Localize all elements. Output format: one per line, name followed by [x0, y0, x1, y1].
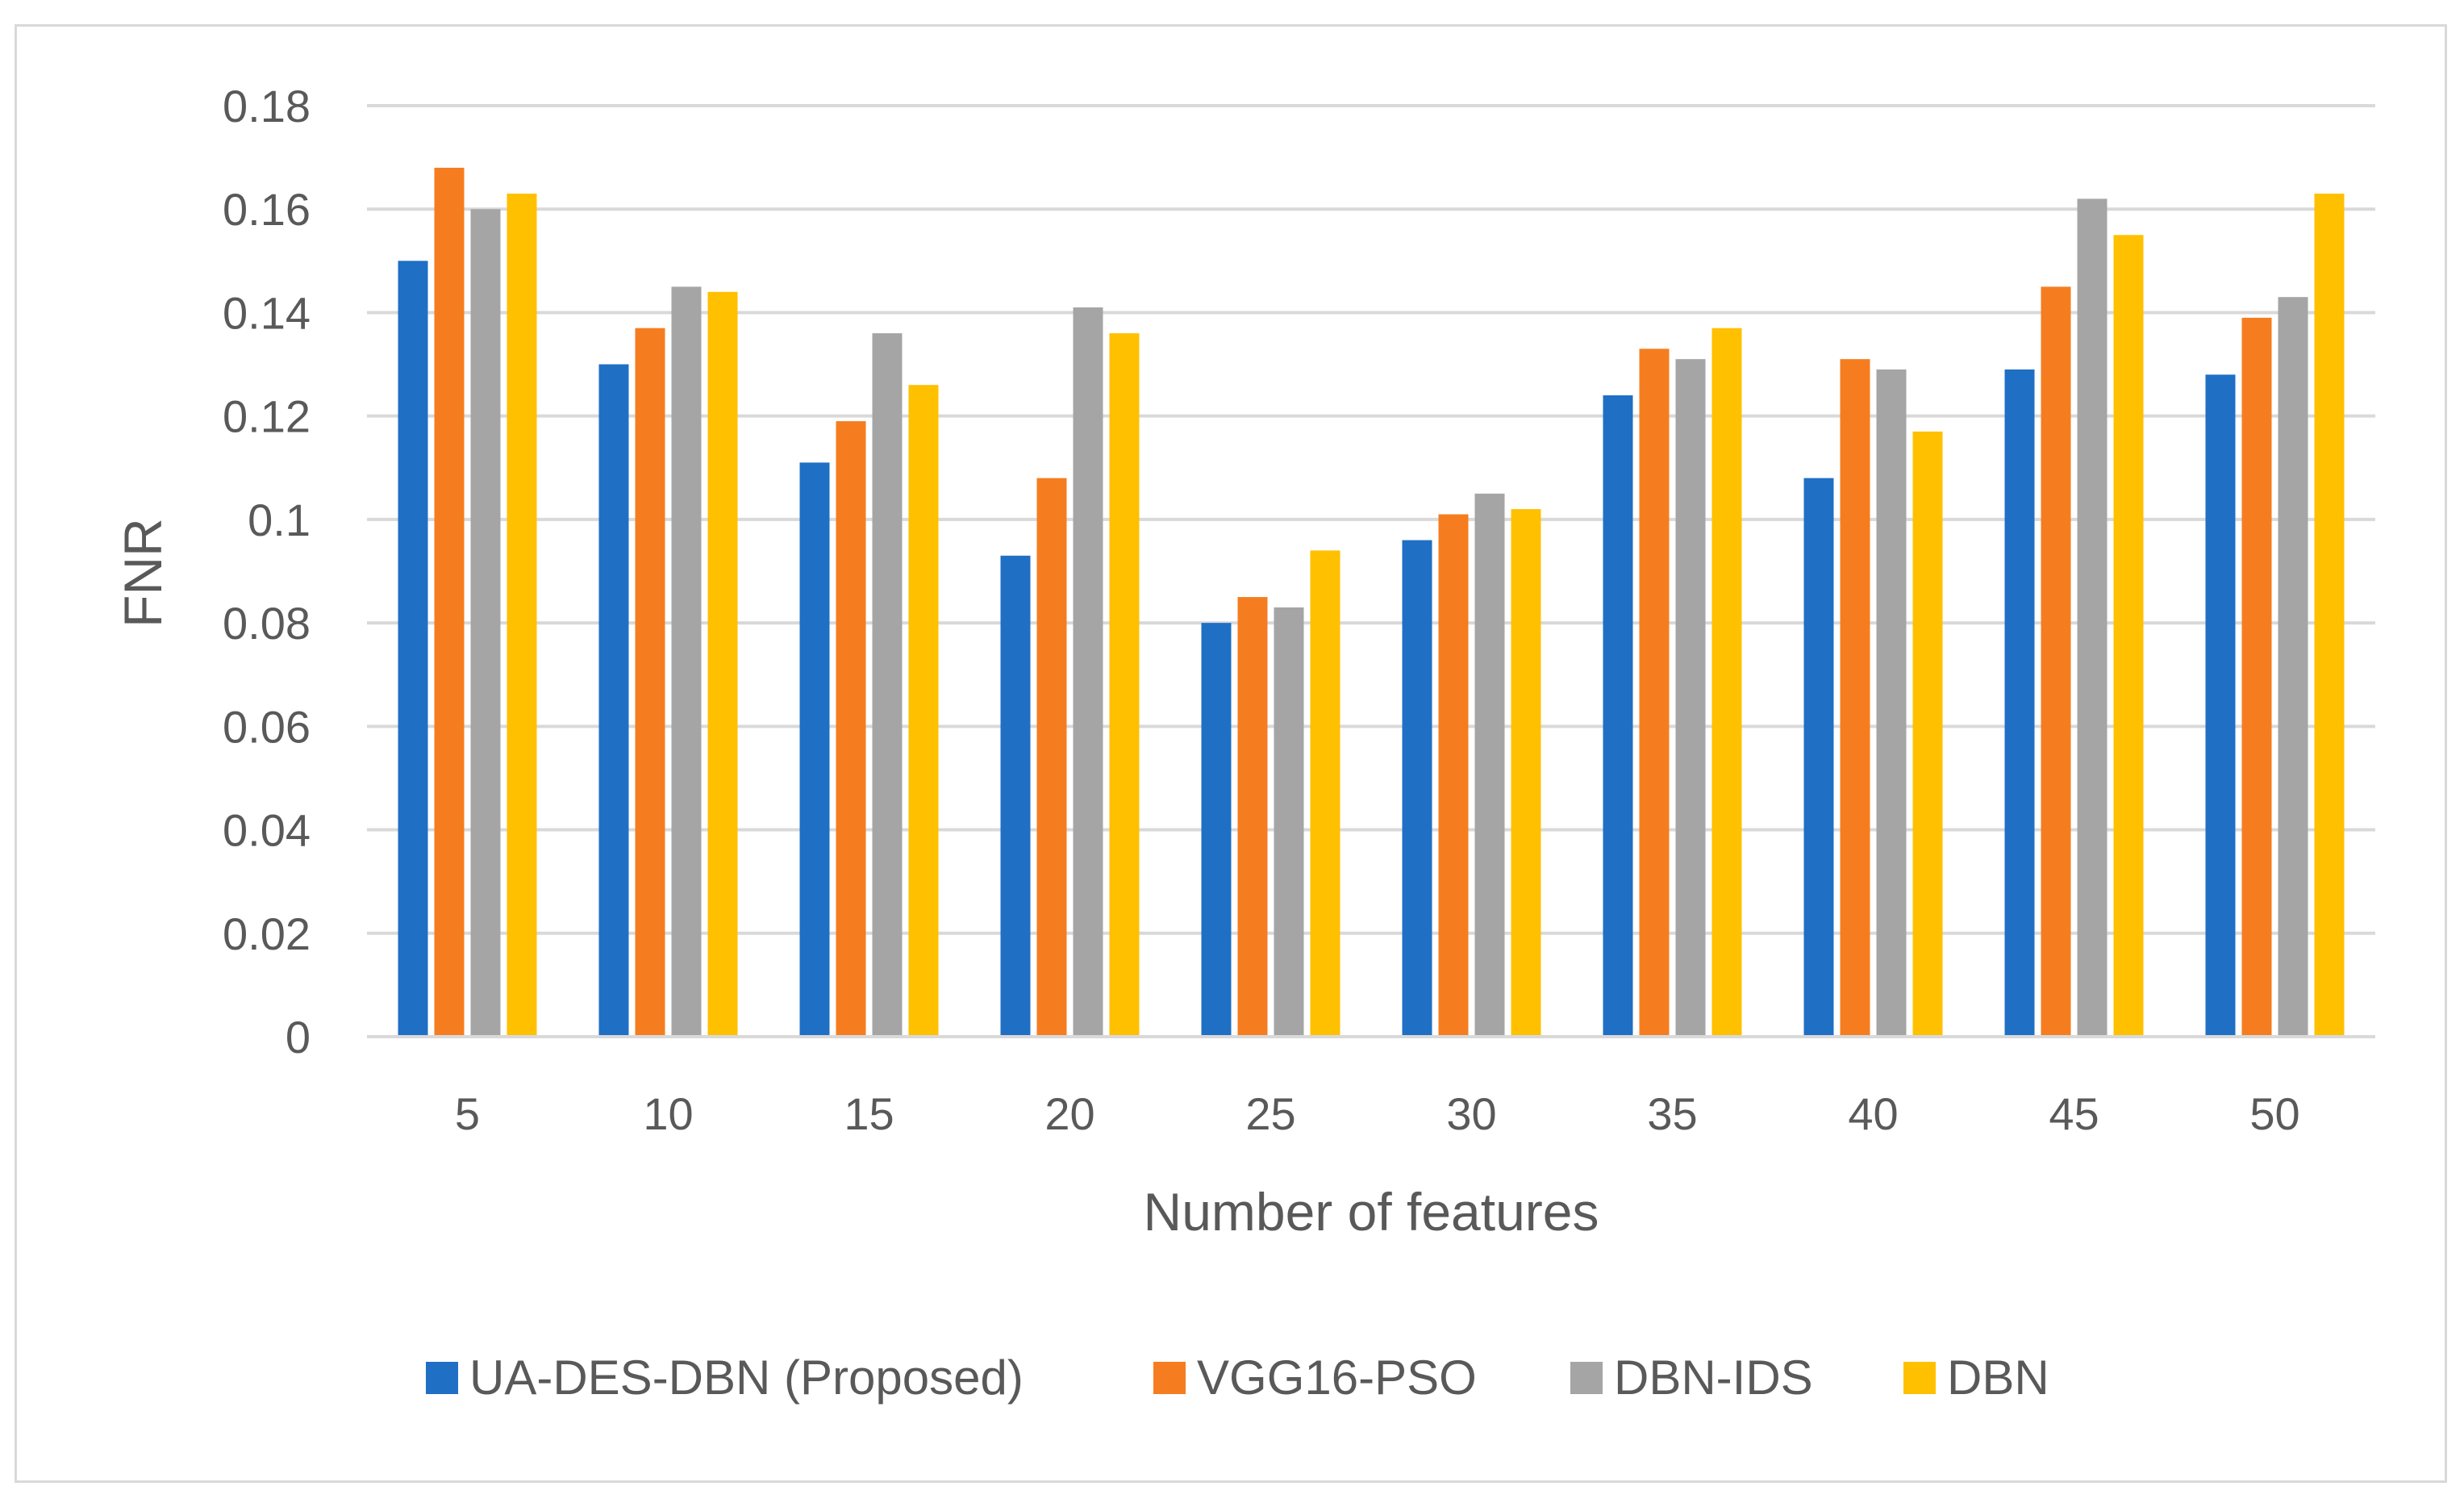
- bar-ua-des-dbn-proposed-35: [1603, 395, 1633, 1037]
- bar-dbn-20: [1109, 333, 1140, 1037]
- bar-vgg16-pso-35: [1639, 349, 1670, 1037]
- bar-vgg16-pso-10: [635, 328, 665, 1037]
- x-tick-label: 40: [1848, 1088, 1898, 1139]
- y-axis-ticks: 0 0.02 0.04 0.06 0.08 0.1 0.12 0.14 0.16 0.18: [223, 81, 311, 1063]
- bar-ua-des-dbn-proposed-40: [1803, 478, 1834, 1037]
- bar-dbn-ids-40: [1876, 369, 1907, 1037]
- bar-ua-des-dbn-proposed-5: [398, 261, 428, 1037]
- bar-ua-des-dbn-proposed-25: [1201, 623, 1232, 1037]
- x-axis-ticks: 5 10 15 20 25 30 35 40 45 50: [455, 1088, 2300, 1139]
- x-tick-label: 35: [1647, 1088, 1697, 1139]
- bar-ua-des-dbn-proposed-45: [2004, 369, 2035, 1037]
- legend-swatch: [1903, 1362, 1936, 1394]
- bar-dbn-ids-5: [470, 209, 501, 1037]
- bar-ua-des-dbn-proposed-20: [1000, 555, 1031, 1037]
- bar-dbn-ids-30: [1474, 493, 1505, 1037]
- bar-dbn-15: [908, 385, 939, 1037]
- y-tick-label: 0.08: [223, 598, 311, 649]
- y-tick-label: 0.04: [223, 805, 311, 856]
- bar-dbn-45: [2113, 235, 2144, 1037]
- bar-ua-des-dbn-proposed-50: [2205, 374, 2236, 1037]
- y-tick-label: 0.02: [223, 908, 311, 959]
- bar-vgg16-pso-40: [1840, 359, 1870, 1037]
- x-tick-label: 10: [643, 1088, 693, 1139]
- bar-vgg16-pso-15: [836, 421, 866, 1037]
- bar-dbn-ids-45: [2077, 198, 2108, 1037]
- legend-swatch: [1153, 1362, 1186, 1394]
- bar-dbn-10: [707, 291, 738, 1037]
- bar-dbn-25: [1310, 550, 1340, 1037]
- y-tick-label: 0.14: [223, 287, 311, 338]
- bar-ua-des-dbn-proposed-30: [1402, 540, 1432, 1037]
- bar-dbn-30: [1511, 509, 1541, 1037]
- bar-dbn-ids-35: [1675, 359, 1706, 1037]
- legend-label: VGG16-PSO: [1197, 1351, 1477, 1405]
- bar-ua-des-dbn-proposed-10: [598, 364, 629, 1037]
- bar-vgg16-pso-20: [1036, 478, 1067, 1037]
- legend-label: DBN-IDS: [1614, 1351, 1813, 1405]
- x-tick-label: 45: [2049, 1088, 2099, 1139]
- bar-vgg16-pso-50: [2241, 317, 2272, 1037]
- legend: UA-DES-DBN (Proposed) VGG16-PSO DBN-IDS DBN: [426, 1351, 2049, 1405]
- bar-ua-des-dbn-proposed-15: [799, 462, 830, 1037]
- x-tick-label: 25: [1245, 1088, 1295, 1139]
- x-tick-label: 20: [1044, 1088, 1094, 1139]
- bar-dbn-5: [507, 193, 537, 1037]
- bar-vgg16-pso-25: [1237, 597, 1268, 1037]
- y-tick-label: 0.18: [223, 81, 311, 132]
- x-axis-title: Number of features: [1144, 1182, 1599, 1242]
- y-tick-label: 0.12: [223, 391, 311, 442]
- y-tick-label: 0.06: [223, 701, 311, 752]
- y-axis-title: FNR: [113, 518, 173, 628]
- bar-dbn-ids-15: [872, 333, 903, 1037]
- legend-swatch: [1570, 1362, 1603, 1394]
- x-tick-label: 30: [1446, 1088, 1496, 1139]
- bar-dbn-50: [2314, 193, 2345, 1037]
- y-tick-label: 0.1: [248, 495, 311, 545]
- legend-label: DBN: [1947, 1351, 2049, 1405]
- x-tick-label: 5: [455, 1088, 480, 1139]
- bar-dbn-ids-10: [671, 286, 702, 1037]
- x-tick-label: 50: [2249, 1088, 2299, 1139]
- bar-dbn-40: [1912, 431, 1943, 1037]
- bar-dbn-ids-20: [1073, 307, 1103, 1037]
- bars: [398, 167, 2345, 1037]
- bar-vgg16-pso-5: [434, 167, 465, 1037]
- y-tick-label: 0.16: [223, 184, 311, 235]
- bar-vgg16-pso-45: [2041, 286, 2071, 1037]
- legend-swatch: [426, 1362, 458, 1394]
- bar-vgg16-pso-30: [1438, 514, 1469, 1037]
- y-tick-label: 0: [286, 1012, 311, 1063]
- legend-label: UA-DES-DBN (Proposed): [469, 1351, 1024, 1405]
- bar-dbn-ids-50: [2278, 297, 2308, 1037]
- bar-dbn-ids-25: [1274, 607, 1304, 1037]
- gridlines: [367, 104, 2375, 935]
- x-tick-label: 15: [844, 1088, 894, 1139]
- bar-dbn-35: [1711, 328, 1742, 1037]
